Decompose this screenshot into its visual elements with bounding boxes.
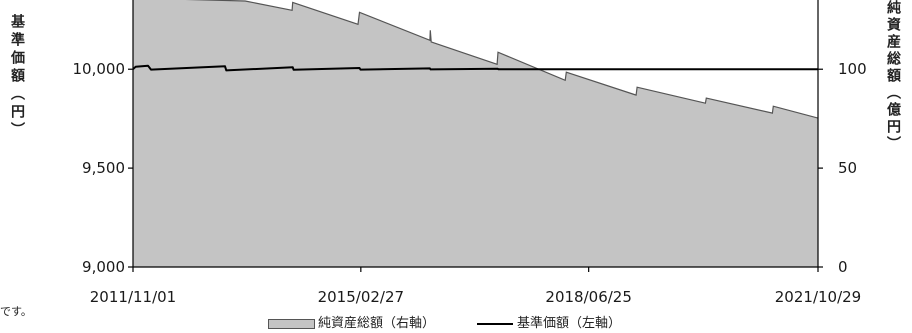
right-axis-title: 純資産総額（億円） xyxy=(885,0,901,153)
legend-label-nav: 基準価額（左軸） xyxy=(517,316,622,331)
legend-swatch-net-assets xyxy=(268,319,315,329)
net-assets-outline xyxy=(185,0,818,119)
nav-line xyxy=(133,64,818,72)
right-tick-label: 100 xyxy=(838,60,867,78)
left-axis-title: 基準価額（円） xyxy=(9,14,25,140)
left-tick-label: 10,000 xyxy=(73,60,126,78)
x-tick-label: 2015/02/27 xyxy=(318,288,404,306)
x-tick-label: 2021/10/29 xyxy=(775,288,861,306)
left-tick-label: 9,000 xyxy=(82,258,125,276)
x-tick-label: 2018/06/25 xyxy=(545,288,631,306)
left-tick-label: 9,500 xyxy=(82,159,125,177)
legend-swatch-nav xyxy=(477,323,513,325)
net-assets-area xyxy=(133,0,818,267)
x-tick-label: 2011/11/01 xyxy=(90,288,176,306)
legend-label-net-assets: 純資産総額（右軸） xyxy=(318,316,436,331)
right-tick-label: 50 xyxy=(838,159,857,177)
footnote-text: です。 xyxy=(0,305,32,318)
right-tick-label: 0 xyxy=(838,258,848,276)
